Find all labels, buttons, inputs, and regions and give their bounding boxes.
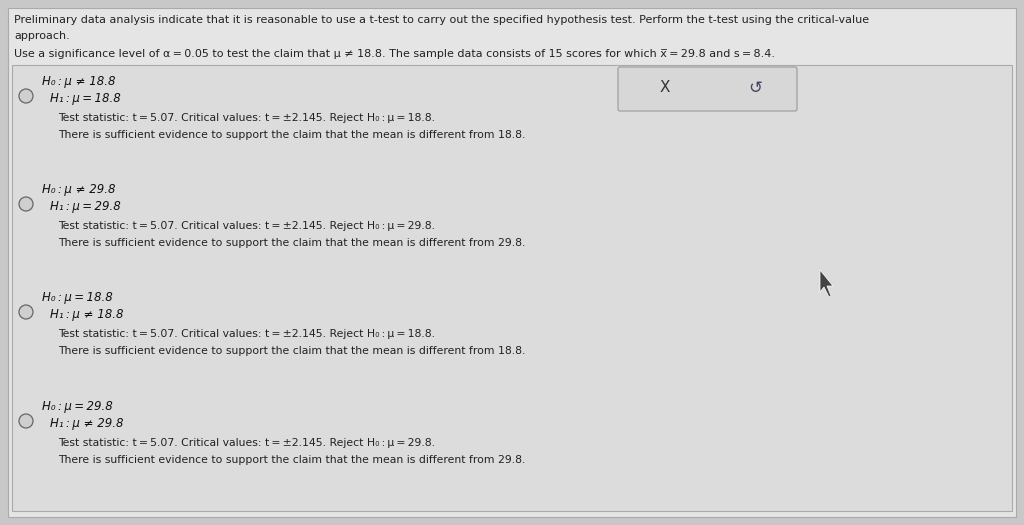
Text: There is sufficient evidence to support the claim that the mean is different fro: There is sufficient evidence to support …	[58, 238, 525, 248]
Text: X: X	[659, 80, 671, 96]
Circle shape	[19, 414, 33, 428]
Text: There is sufficient evidence to support the claim that the mean is different fro: There is sufficient evidence to support …	[58, 455, 525, 465]
Text: Use a significance level of α = 0.05 to test the claim that μ ≠ 18.8. The sample: Use a significance level of α = 0.05 to …	[14, 49, 775, 59]
Text: There is sufficient evidence to support the claim that the mean is different fro: There is sufficient evidence to support …	[58, 346, 525, 356]
Text: Test statistic: t = 5.07. Critical values: t = ±2.145. Reject H₀ : μ = 29.8.: Test statistic: t = 5.07. Critical value…	[58, 221, 435, 231]
Text: There is sufficient evidence to support the claim that the mean is different fro: There is sufficient evidence to support …	[58, 130, 525, 140]
Circle shape	[19, 197, 33, 211]
Text: Test statistic: t = 5.07. Critical values: t = ±2.145. Reject H₀ : μ = 18.8.: Test statistic: t = 5.07. Critical value…	[58, 329, 435, 339]
FancyBboxPatch shape	[618, 67, 797, 111]
FancyBboxPatch shape	[12, 65, 1012, 511]
Text: H₀ : μ ≠ 18.8: H₀ : μ ≠ 18.8	[42, 75, 116, 88]
Text: H₁ : μ ≠ 29.8: H₁ : μ ≠ 29.8	[50, 417, 124, 430]
Circle shape	[19, 89, 33, 103]
Text: Preliminary data analysis indicate that it is reasonable to use a t-test to carr: Preliminary data analysis indicate that …	[14, 15, 869, 25]
Text: H₁ : μ = 18.8: H₁ : μ = 18.8	[50, 92, 121, 105]
Circle shape	[19, 305, 33, 319]
FancyBboxPatch shape	[8, 8, 1016, 517]
Polygon shape	[820, 270, 833, 297]
Text: H₁ : μ = 29.8: H₁ : μ = 29.8	[50, 200, 121, 213]
Text: H₀ : μ ≠ 29.8: H₀ : μ ≠ 29.8	[42, 183, 116, 196]
Text: H₁ : μ ≠ 18.8: H₁ : μ ≠ 18.8	[50, 308, 124, 321]
Text: H₀ : μ = 29.8: H₀ : μ = 29.8	[42, 400, 113, 413]
Text: ↺: ↺	[749, 79, 762, 97]
Text: Test statistic: t = 5.07. Critical values: t = ±2.145. Reject H₀ : μ = 18.8.: Test statistic: t = 5.07. Critical value…	[58, 113, 435, 123]
Text: Test statistic: t = 5.07. Critical values: t = ±2.145. Reject H₀ : μ = 29.8.: Test statistic: t = 5.07. Critical value…	[58, 438, 435, 448]
Text: approach.: approach.	[14, 31, 70, 41]
Text: H₀ : μ = 18.8: H₀ : μ = 18.8	[42, 291, 113, 304]
